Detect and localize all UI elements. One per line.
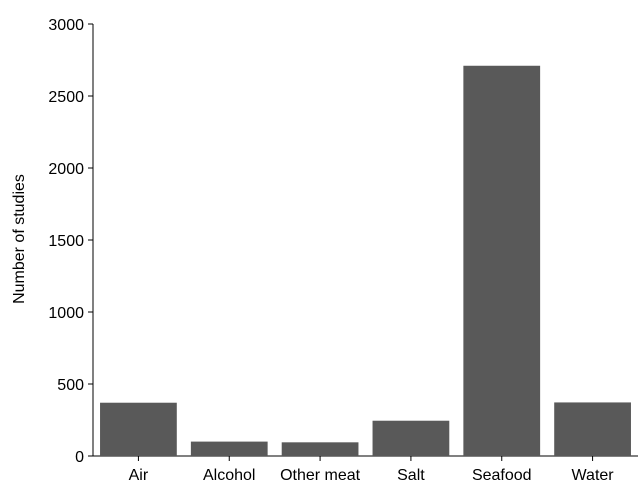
y-tick-label: 2500 xyxy=(48,89,84,106)
x-axis: Air Alcohol Other meat Salt Seafood Water xyxy=(93,455,638,484)
bar-water xyxy=(554,402,631,456)
bars xyxy=(100,65,631,456)
x-tick-label: Seafood xyxy=(472,467,532,484)
y-tick-label: 2000 xyxy=(48,161,84,178)
x-tick-label: Water xyxy=(572,467,615,484)
y-tick-label: 1000 xyxy=(48,305,84,322)
bar-other-meat xyxy=(281,442,359,456)
y-tick-label: 1500 xyxy=(48,233,84,250)
y-axis: 0 500 1000 1500 2000 2500 3000 xyxy=(48,17,94,466)
bar-seafood xyxy=(463,65,541,456)
x-tick-label: Air xyxy=(129,467,149,484)
x-tick-label: Alcohol xyxy=(203,467,255,484)
y-tick-label: 3000 xyxy=(48,17,84,34)
bar-air xyxy=(100,402,177,456)
y-tick-label: 0 xyxy=(75,449,84,466)
x-tick-label: Salt xyxy=(397,467,425,484)
bar-alcohol xyxy=(190,441,268,456)
bar-salt xyxy=(372,420,450,456)
x-tick-label: Other meat xyxy=(280,467,361,484)
y-tick-label: 500 xyxy=(57,377,84,394)
y-axis-title: Number of studies xyxy=(11,174,28,304)
